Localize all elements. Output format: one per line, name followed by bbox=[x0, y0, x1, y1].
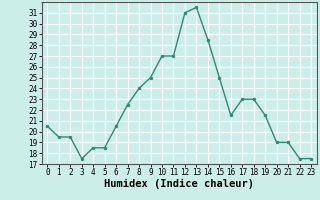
X-axis label: Humidex (Indice chaleur): Humidex (Indice chaleur) bbox=[104, 179, 254, 189]
